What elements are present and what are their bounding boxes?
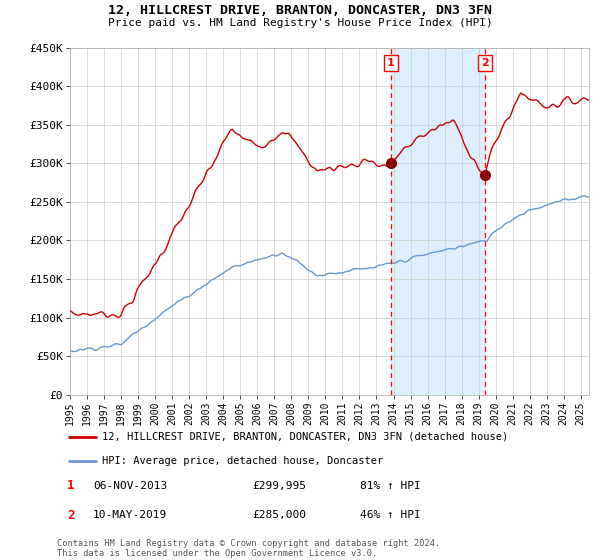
Text: £285,000: £285,000: [252, 510, 306, 520]
Text: 46% ↑ HPI: 46% ↑ HPI: [360, 510, 421, 520]
Text: HPI: Average price, detached house, Doncaster: HPI: Average price, detached house, Donc…: [103, 456, 383, 465]
Text: Price paid vs. HM Land Registry's House Price Index (HPI): Price paid vs. HM Land Registry's House …: [107, 18, 493, 28]
Bar: [391, 48, 485, 395]
Text: 81% ↑ HPI: 81% ↑ HPI: [360, 480, 421, 491]
Text: 2: 2: [67, 508, 74, 522]
Text: 1: 1: [67, 479, 74, 492]
Text: 1: 1: [387, 58, 395, 68]
Text: 12, HILLCREST DRIVE, BRANTON, DONCASTER, DN3 3FN (detached house): 12, HILLCREST DRIVE, BRANTON, DONCASTER,…: [103, 432, 509, 442]
Text: 06-NOV-2013: 06-NOV-2013: [93, 480, 167, 491]
Text: £299,995: £299,995: [252, 480, 306, 491]
Text: 2: 2: [481, 58, 489, 68]
Text: Contains HM Land Registry data © Crown copyright and database right 2024.
This d: Contains HM Land Registry data © Crown c…: [57, 539, 440, 558]
Text: 10-MAY-2019: 10-MAY-2019: [93, 510, 167, 520]
Text: 12, HILLCREST DRIVE, BRANTON, DONCASTER, DN3 3FN: 12, HILLCREST DRIVE, BRANTON, DONCASTER,…: [108, 4, 492, 17]
